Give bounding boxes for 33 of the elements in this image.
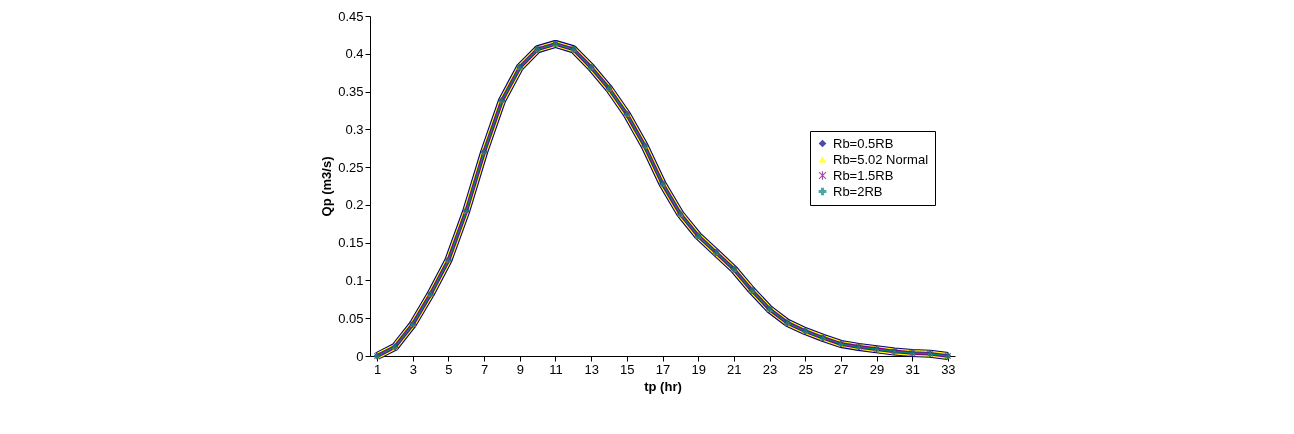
y-tick-label: 0.3 (345, 121, 364, 137)
y-tick-label: 0.25 (338, 159, 364, 175)
legend-label: Rb=0.5RB (833, 135, 894, 151)
x-tick-label: 15 (620, 361, 635, 377)
x-tick-label: 23 (762, 361, 778, 377)
x-tick-label: 17 (655, 361, 671, 377)
y-tick-label: 0.15 (338, 235, 364, 251)
legend-label: Rb=1.5RB (833, 167, 894, 183)
x-axis-title: tp (hr) (644, 378, 682, 394)
y-tick-label: 0.45 (338, 8, 364, 24)
x-tick-label: 13 (584, 361, 599, 377)
x-tick-label: 11 (549, 361, 563, 377)
x-tick-label: 19 (691, 361, 706, 377)
y-tick-label: 0.05 (338, 310, 364, 326)
x-tick-label: 9 (516, 361, 524, 377)
x-tick-label: 29 (869, 361, 885, 377)
x-tick-label: 3 (409, 361, 417, 377)
y-tick-label: 0.35 (338, 84, 364, 100)
x-tick-label: 7 (481, 361, 489, 377)
x-tick-label: 31 (905, 361, 920, 377)
y-tick-label: 0.4 (345, 46, 364, 62)
y-axis-title: Qp (m3/s) (319, 156, 335, 217)
legend-label: Rb=5.02 Normal (833, 151, 929, 167)
legend-label: Rb=2RB (833, 183, 883, 199)
x-tick-label: 1 (374, 361, 382, 377)
x-tick-label: 33 (941, 361, 956, 377)
x-tick-label: 25 (798, 361, 813, 377)
x-tick-label: 21 (727, 361, 742, 377)
x-tick-label: 27 (834, 361, 849, 377)
y-tick-label: 0 (356, 348, 364, 364)
x-tick-label: 5 (445, 361, 453, 377)
y-tick-label: 0.1 (345, 272, 364, 288)
y-tick-label: 0.2 (345, 197, 364, 213)
